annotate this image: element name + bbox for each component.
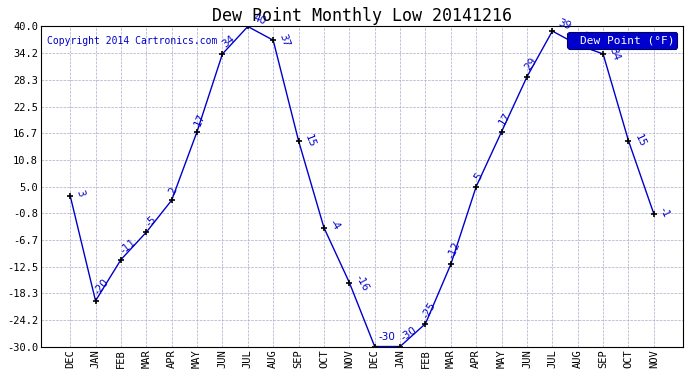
Text: 39: 39 <box>557 18 573 32</box>
Text: 37: 37 <box>277 33 291 49</box>
Text: 36: 36 <box>582 31 598 44</box>
Text: 34: 34 <box>220 34 237 50</box>
Legend: Dew Point (°F): Dew Point (°F) <box>567 32 678 49</box>
Text: -4: -4 <box>328 218 342 232</box>
Text: 15: 15 <box>303 133 317 149</box>
Text: -25: -25 <box>421 300 438 320</box>
Text: 17: 17 <box>192 111 206 128</box>
Text: -16: -16 <box>353 274 371 293</box>
Text: -30: -30 <box>379 332 396 342</box>
Text: 34: 34 <box>607 46 622 62</box>
Text: -1: -1 <box>658 206 671 219</box>
Text: 5: 5 <box>472 171 484 182</box>
Text: -30: -30 <box>399 325 418 342</box>
Text: 17: 17 <box>497 111 513 128</box>
Text: -5: -5 <box>144 214 158 228</box>
Text: Copyright 2014 Cartronics.com: Copyright 2014 Cartronics.com <box>48 36 218 46</box>
Title: Dew Point Monthly Low 20141216: Dew Point Monthly Low 20141216 <box>212 7 512 25</box>
Text: -11: -11 <box>119 237 139 255</box>
Text: 40: 40 <box>252 13 268 27</box>
Text: -20: -20 <box>92 277 110 297</box>
Text: 2: 2 <box>167 186 179 196</box>
Text: -12: -12 <box>446 240 462 260</box>
Text: 3: 3 <box>75 188 86 198</box>
Text: 29: 29 <box>523 56 539 73</box>
Text: 15: 15 <box>633 132 647 148</box>
